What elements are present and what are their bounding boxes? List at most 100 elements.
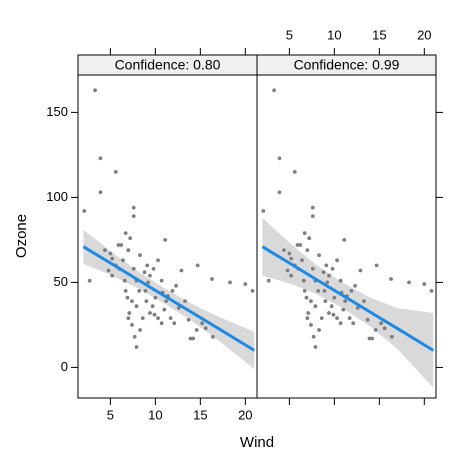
point (358, 268, 363, 273)
point (292, 170, 297, 174)
point (309, 323, 313, 327)
point (266, 278, 271, 283)
point (179, 268, 184, 273)
point (338, 278, 343, 283)
point (302, 289, 307, 293)
point (152, 312, 157, 317)
x-axis-label: Wind (240, 434, 274, 451)
point (429, 289, 434, 293)
point (305, 316, 310, 320)
point (121, 258, 125, 263)
point (203, 326, 208, 331)
point (148, 311, 152, 315)
point (134, 345, 139, 349)
point (200, 321, 205, 326)
point (309, 299, 313, 303)
point (332, 295, 337, 300)
point (422, 282, 427, 286)
point (302, 231, 307, 236)
point (342, 238, 347, 242)
point (131, 205, 136, 210)
point (110, 273, 115, 278)
point (331, 312, 336, 317)
point (123, 231, 128, 236)
point (93, 88, 97, 93)
point (298, 243, 303, 247)
point (272, 88, 276, 93)
point (335, 258, 339, 263)
point (289, 256, 294, 261)
point (126, 316, 131, 320)
point (159, 278, 164, 283)
x-tick-label: 20 (238, 407, 252, 422)
point (353, 283, 357, 288)
point (106, 268, 111, 273)
x-tick-label: 20 (417, 27, 431, 42)
point (282, 248, 286, 253)
point (305, 248, 310, 253)
point (148, 273, 152, 278)
point (374, 263, 379, 268)
y-axis-label: Ozone (13, 214, 30, 258)
y-tick-label: 50 (54, 274, 68, 289)
strip (256, 54, 437, 76)
point (277, 156, 282, 161)
point (210, 277, 214, 281)
point (317, 328, 321, 332)
point (145, 263, 150, 268)
confidence-band (262, 217, 434, 388)
point (327, 273, 331, 278)
point (144, 299, 149, 303)
point (347, 316, 352, 320)
point (103, 248, 107, 253)
point (176, 306, 181, 310)
y-tick-label: 100 (46, 189, 68, 204)
point (170, 289, 175, 293)
point (338, 321, 343, 326)
x-tick-label: 15 (372, 27, 386, 42)
point (186, 317, 191, 322)
point (131, 214, 136, 219)
point (132, 334, 137, 339)
point (310, 205, 315, 210)
fit-line (261, 245, 435, 352)
point (156, 258, 160, 263)
point (119, 243, 124, 247)
point (138, 253, 142, 258)
point (211, 334, 215, 339)
point (349, 289, 354, 293)
point (127, 311, 132, 315)
point (327, 311, 331, 315)
y-tick-label: 0 (61, 359, 68, 374)
point (138, 328, 142, 332)
fit-line (82, 245, 256, 352)
point (142, 270, 147, 275)
point (389, 277, 393, 281)
point (250, 289, 255, 293)
point (108, 251, 113, 256)
point (98, 156, 103, 161)
point (172, 321, 177, 326)
point (146, 280, 151, 285)
point (382, 326, 387, 331)
point (134, 304, 139, 309)
point (183, 299, 187, 303)
y-tick-label: 150 (46, 104, 68, 119)
point (110, 256, 115, 261)
point (351, 321, 356, 326)
point (126, 248, 131, 253)
point (306, 311, 311, 315)
point (329, 304, 334, 309)
point (168, 316, 173, 320)
point (188, 336, 193, 341)
point (194, 328, 199, 332)
point (287, 251, 292, 256)
x-tick-label: 10 (327, 27, 341, 42)
point (322, 289, 327, 293)
point (131, 266, 136, 271)
point (370, 336, 375, 341)
point (390, 334, 394, 339)
point (373, 328, 378, 332)
